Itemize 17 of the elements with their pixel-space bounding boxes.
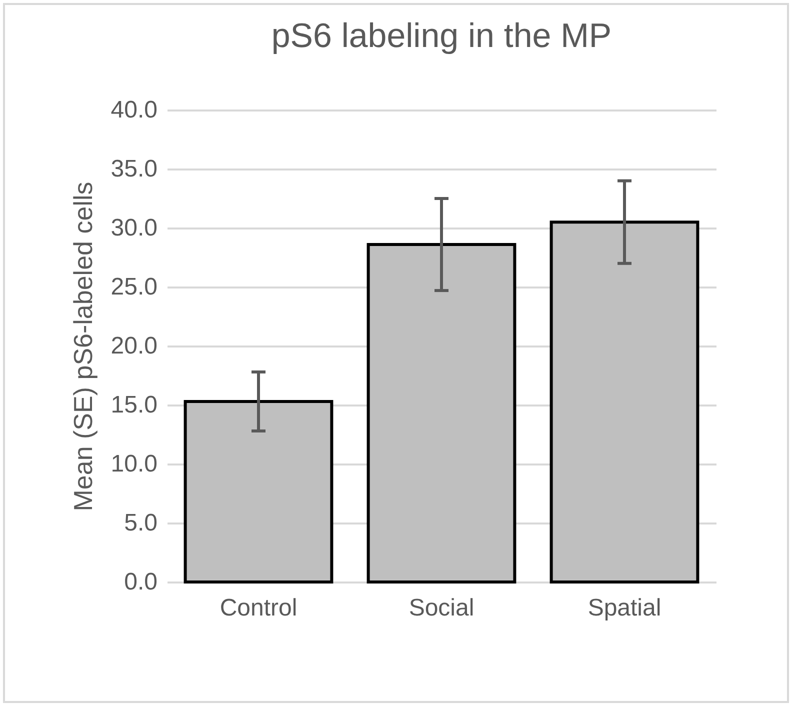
bar <box>184 400 334 584</box>
x-tick-label: Social <box>408 594 474 622</box>
y-tick-label: 35.0 <box>110 156 158 182</box>
y-tick-label: 20.0 <box>110 332 158 360</box>
x-tick-label: Control <box>220 594 298 622</box>
y-tick-label: 10.0 <box>110 450 158 478</box>
chart-title: pS6 labeling in the MP <box>271 17 612 55</box>
y-axis-title: Mean (SE) pS6-labeled cells <box>68 182 98 512</box>
y-tick-label: 15.0 <box>110 392 158 418</box>
bar <box>550 220 700 584</box>
y-tick-label: 25.0 <box>110 274 158 300</box>
y-tick-label: 40.0 <box>110 96 158 124</box>
y-tick-label: 30.0 <box>110 214 158 242</box>
bar <box>366 243 516 584</box>
y-tick-label: 5.0 <box>124 510 158 536</box>
y-tick-label: 0.0 <box>124 568 158 596</box>
x-tick-label: Spatial <box>588 594 662 622</box>
